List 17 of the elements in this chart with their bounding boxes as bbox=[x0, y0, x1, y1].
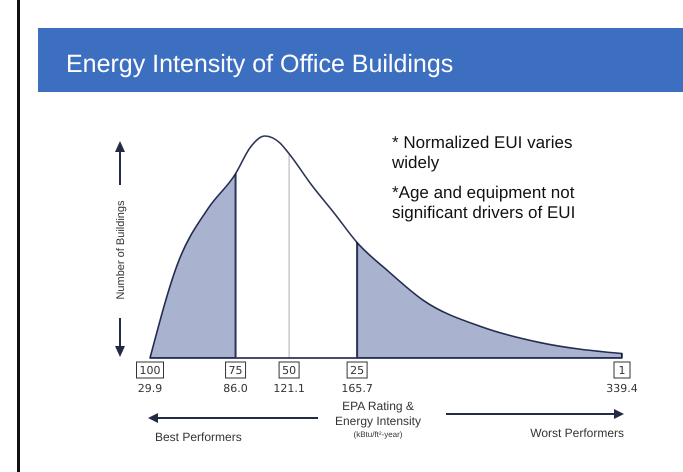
text: Best Performers bbox=[155, 430, 242, 444]
x-tick-label: 86.0 bbox=[223, 382, 248, 395]
annotation: *Age and equipment not significant drivers of EUI bbox=[392, 183, 576, 222]
text: Worst Performers bbox=[530, 426, 624, 440]
chart-title: Energy Intensity of Office Buildings bbox=[66, 50, 454, 78]
text: 50 bbox=[282, 364, 296, 377]
x-tick-label: 29.9 bbox=[138, 382, 162, 395]
text: 25 bbox=[350, 364, 364, 377]
x-axis-title: EPA Rating & Energy Intensity (kBtu/ft²-year) bbox=[334, 399, 422, 439]
y-axis-title: Number of Buildings bbox=[115, 200, 127, 300]
annotation: * Normalized EUI varies widely bbox=[391, 133, 572, 172]
x-tick-label: 339.4 bbox=[606, 382, 638, 395]
text: 100 bbox=[140, 364, 160, 377]
x-tick-label: 121.1 bbox=[273, 382, 305, 395]
text: 1 bbox=[618, 364, 626, 377]
x-tick-label: 165.7 bbox=[341, 382, 373, 395]
text: 75 bbox=[228, 364, 243, 377]
